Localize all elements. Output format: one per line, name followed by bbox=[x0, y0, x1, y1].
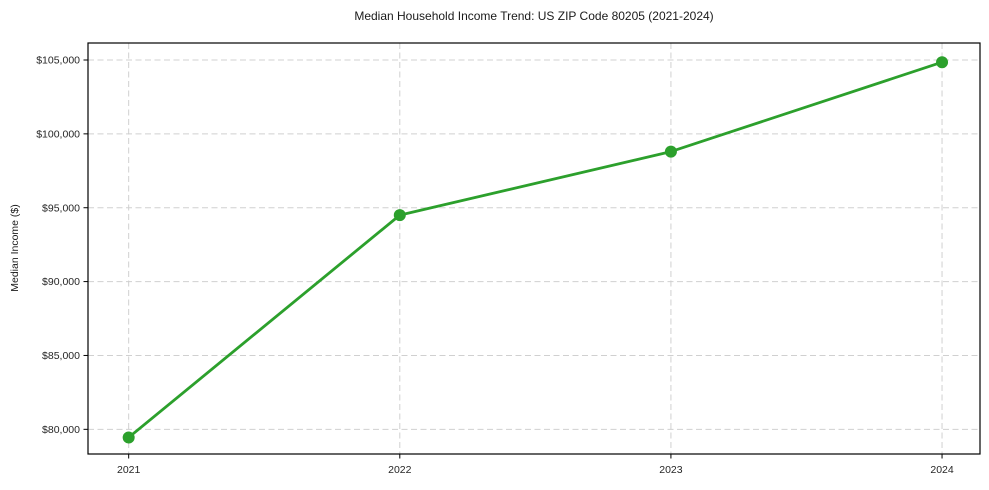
y-tick-label: $80,000 bbox=[42, 424, 80, 436]
y-tick-label: $85,000 bbox=[42, 350, 80, 362]
data-point-2021 bbox=[122, 431, 135, 444]
data-point-2023 bbox=[664, 145, 677, 158]
x-tick-label: 2023 bbox=[659, 464, 683, 476]
plot-border bbox=[87, 42, 981, 455]
x-tick-label: 2021 bbox=[117, 464, 141, 476]
chart-title: Median Household Income Trend: US ZIP Co… bbox=[354, 9, 714, 23]
data-point-2024 bbox=[936, 56, 949, 69]
y-tick-label: $90,000 bbox=[42, 276, 80, 288]
data-point-2022 bbox=[393, 209, 406, 222]
x-tick-label: 2024 bbox=[930, 464, 954, 476]
x-tick-label: 2022 bbox=[388, 464, 412, 476]
income-trend-line bbox=[127, 60, 944, 439]
y-tick-label: $105,000 bbox=[36, 55, 80, 67]
y-axis-label: Median Income ($) bbox=[9, 204, 21, 292]
y-tick-label: $100,000 bbox=[36, 128, 80, 140]
y-tick-label: $95,000 bbox=[42, 202, 80, 214]
